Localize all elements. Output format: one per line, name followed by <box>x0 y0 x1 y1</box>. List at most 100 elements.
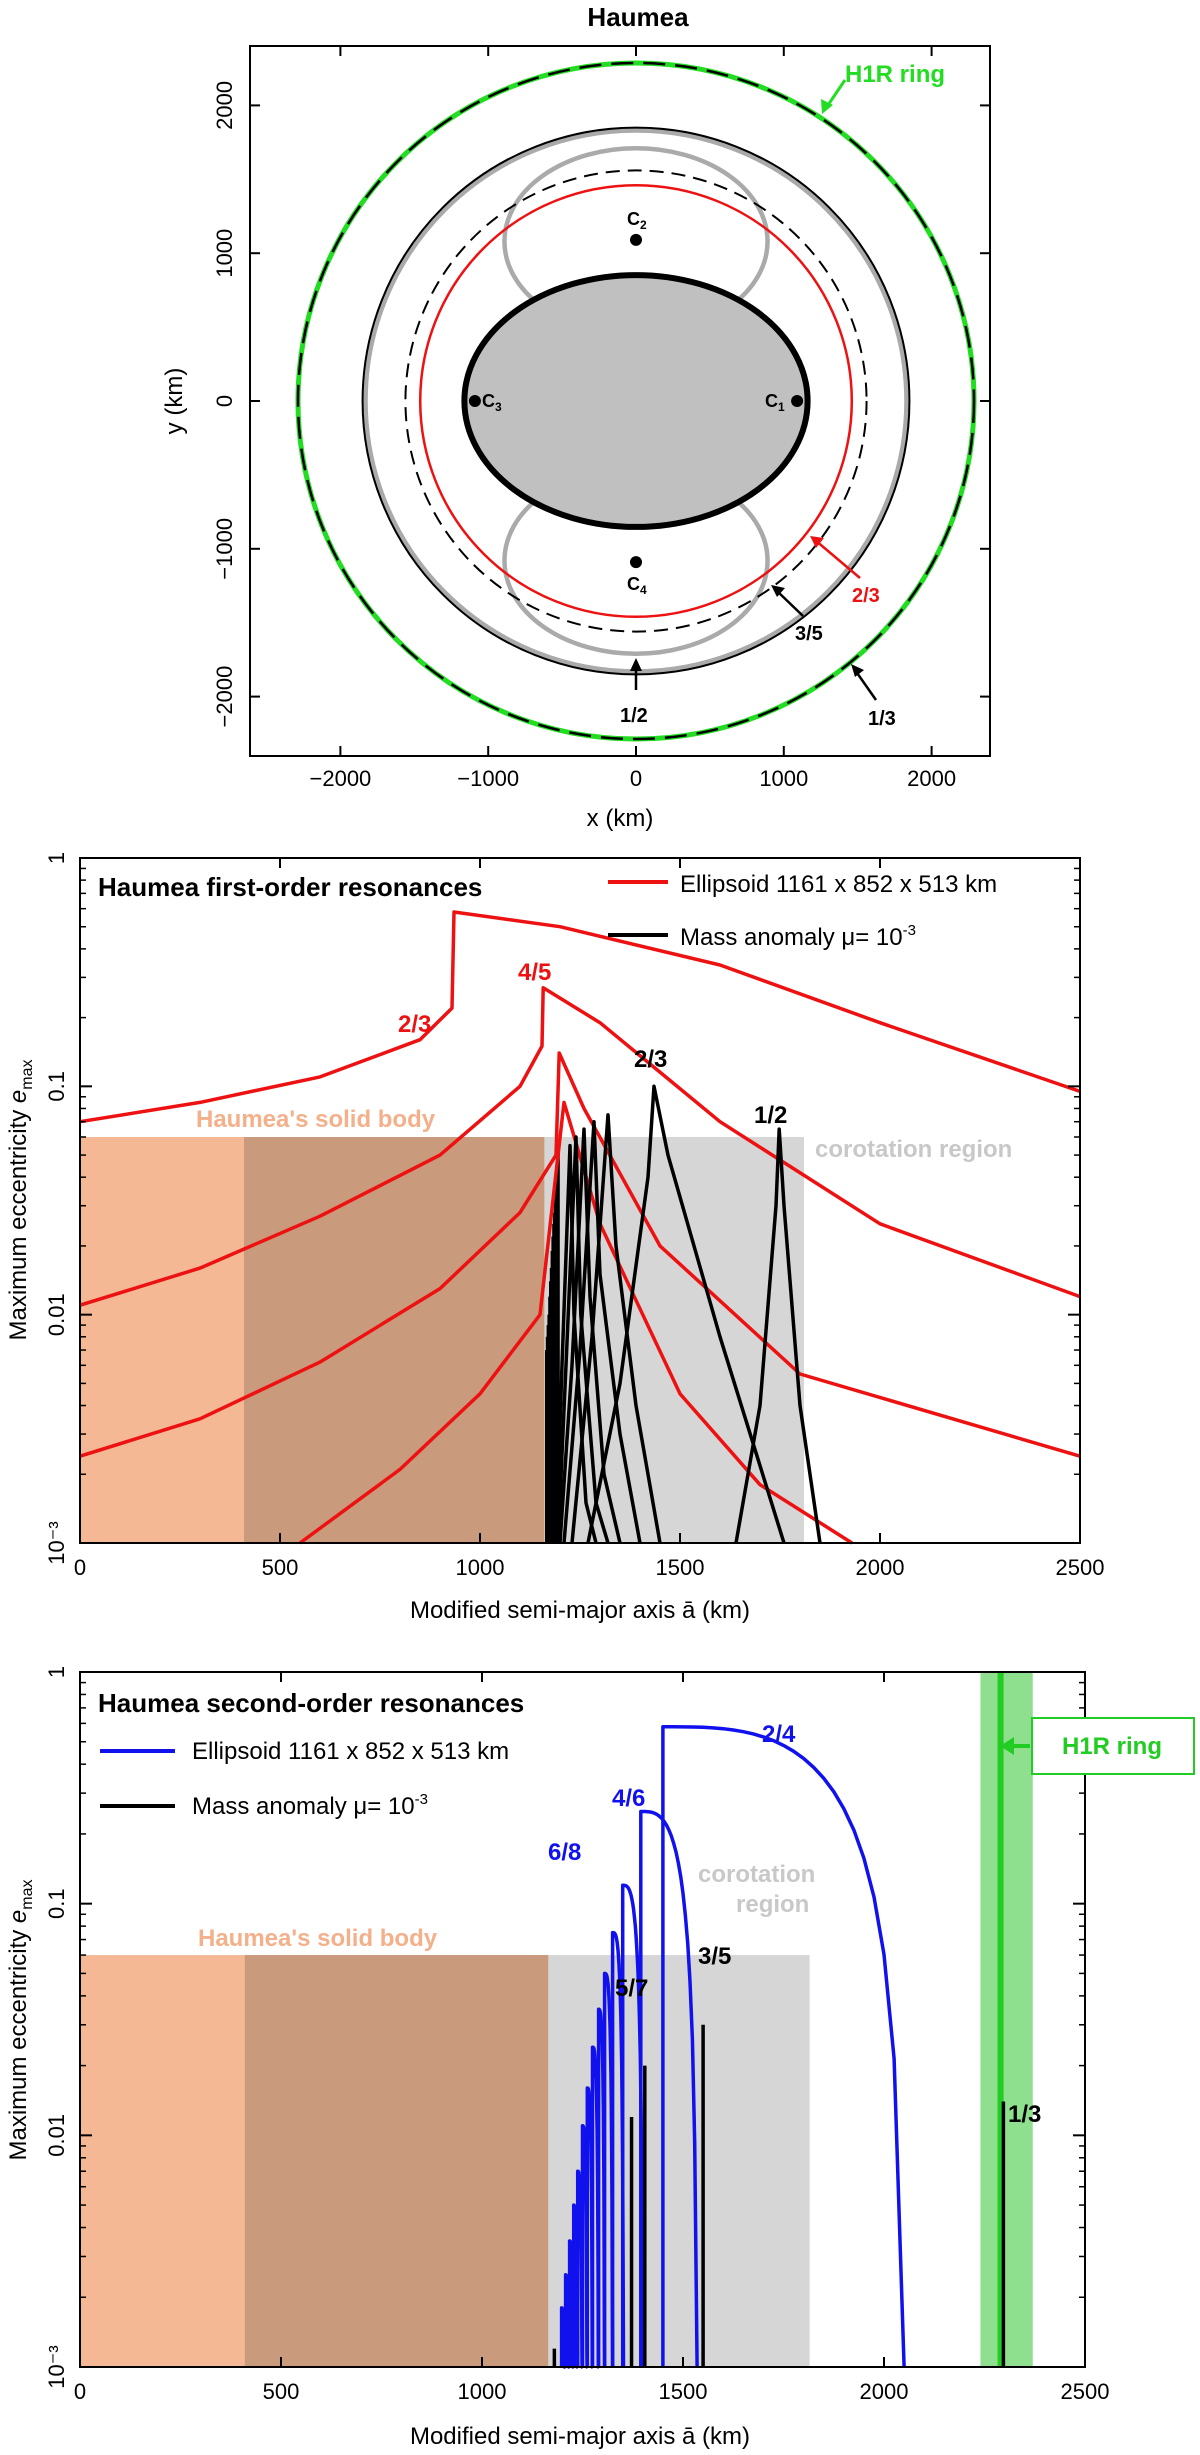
legend3-black-label: Mass anomaly μ= 10-3 <box>192 1791 428 1820</box>
equilibrium-point-c3 <box>468 395 481 407</box>
ring-label: H1R ring <box>845 61 945 88</box>
c1-label: C1 <box>765 391 785 414</box>
y-tick-label: −2000 <box>212 666 237 728</box>
panel-top-diagram: Haumea −2000 −2000 −1000 −1000 0 0 1000 1000 200… <box>161 2 991 832</box>
panel2-title: Haumea first-order resonances <box>98 872 482 902</box>
ellipsoid-resonance-curve <box>563 2273 572 2369</box>
label-e45: 4/5 <box>518 959 551 986</box>
mass-anomaly-curve <box>554 1143 598 1544</box>
x-tick-label: 1500 <box>656 1555 705 1580</box>
x-tick-label: 2000 <box>856 1555 905 1580</box>
r23-arrow <box>814 539 861 579</box>
r13-label: 1/3 <box>868 708 896 730</box>
c4-label: C4 <box>627 574 647 597</box>
ring-arrowhead <box>821 99 833 114</box>
c2-label: C2 <box>627 209 647 232</box>
ellipsoid-curve <box>79 910 1081 1124</box>
mass-anomaly-curve <box>734 1127 822 1544</box>
panel3-title: Haumea second-order resonances <box>98 1688 524 1718</box>
legend3-blue-label: Ellipsoid 1161 x 852 x 513 km <box>192 1738 509 1765</box>
haumea-ellipsoid <box>461 272 811 530</box>
label-m57: 5/7 <box>615 1975 648 2002</box>
panel1-xlabel: x (km) <box>587 805 654 832</box>
ring-label-3: H1R ring <box>1062 1733 1162 1760</box>
r13-arrowhead <box>851 664 864 677</box>
ellipsoid-curve <box>298 1100 853 1545</box>
r13-arrow <box>853 669 878 701</box>
solid-body-dark-region <box>244 1136 545 1543</box>
panel3-frame <box>79 1671 1086 2368</box>
label-m23: 2/3 <box>634 1046 667 1073</box>
ellipsoid-resonance-curve <box>661 1725 906 2368</box>
x-tick-label: 0 <box>74 1555 86 1580</box>
label-m35: 3/5 <box>698 1943 731 1970</box>
panel-second-order: 0 500 1000 1500 2000 2500 10⁻³ 0.01 0.1 1 Haumea … <box>5 1666 1195 2450</box>
mass-anomaly-curve <box>558 1127 622 1544</box>
x-tick-label: −2000 <box>310 766 372 791</box>
y-tick-label: 0.01 <box>44 1293 69 1336</box>
x-tick-label: 2500 <box>1061 2379 1110 2404</box>
y-tick-label: 0 <box>212 395 237 407</box>
panel3-ylabel: Maximum eccentricity emax <box>5 1880 36 2161</box>
y-tick-label: 0.1 <box>44 1071 69 1102</box>
equilibrium-point-c4 <box>630 556 642 569</box>
x-tick-label: 2500 <box>1056 1555 1105 1580</box>
x-tick-label: 500 <box>263 2379 300 2404</box>
mass-anomaly-curve <box>570 1113 662 1544</box>
panel1-title: Haumea <box>587 2 689 32</box>
ring-band <box>980 1672 1033 2367</box>
x-tick-label: 1000 <box>759 766 808 791</box>
ellipsoid-resonance-curve <box>585 2086 595 2369</box>
ellipsoid-curve <box>79 986 1081 1307</box>
y-tick-label: 0.1 <box>44 1888 69 1919</box>
r35-arrowhead <box>771 585 785 597</box>
panel2-ylabel: Maximum eccentricity emax <box>5 1060 36 1341</box>
r23-arrowhead <box>810 536 824 548</box>
x-tick-label: 1000 <box>456 1555 505 1580</box>
ellipsoid-resonance-curve <box>590 2045 601 2369</box>
r35-label: 3/5 <box>795 623 823 645</box>
solid-body-dark-region <box>244 1955 549 2367</box>
x-tick-label: 1000 <box>458 2379 507 2404</box>
ellipsoid-resonance-curve <box>620 1883 645 2368</box>
label-e23: 2/3 <box>398 1011 431 1038</box>
equilibrium-point-c2 <box>630 233 642 246</box>
y-tick-label: 10⁻³ <box>44 2345 69 2388</box>
x-tick-label: 1500 <box>659 2379 708 2404</box>
y-tick-label: −1000 <box>212 518 237 580</box>
ring-arrowhead-3 <box>1000 1737 1014 1755</box>
x-tick-label: 2000 <box>907 766 956 791</box>
ellipsoid-resonance-curve <box>567 2239 576 2369</box>
y-tick-label: 1 <box>44 1666 69 1678</box>
x-tick-label: 0 <box>74 2379 86 2404</box>
legend2-red-label: Ellipsoid 1161 x 852 x 513 km <box>680 871 997 898</box>
solid-body-label-2: Haumea's solid body <box>196 1106 436 1133</box>
solid-body-label-3: Haumea's solid body <box>198 1925 438 1952</box>
c3-label: C3 <box>482 391 502 414</box>
legend2-black-label: Mass anomaly μ= 10-3 <box>680 922 916 951</box>
x-tick-label: 2000 <box>860 2379 909 2404</box>
ellipsoid-resonance-curve <box>610 1930 626 2368</box>
panel1-ylabel: y (km) <box>161 368 188 435</box>
circle-2-3 <box>418 183 854 619</box>
y-tick-label: 1000 <box>212 229 237 278</box>
r23-label: 2/3 <box>852 585 880 607</box>
corotation-label-3b: region <box>736 1891 809 1918</box>
corotation-label-2: corotation region <box>815 1136 1012 1163</box>
corotation-label-3a: corotation <box>698 1861 815 1888</box>
mass-anomaly-curve <box>586 1084 786 1544</box>
r12-label: 1/2 <box>620 705 648 727</box>
ellipsoid-resonance-curve <box>596 2007 607 2368</box>
panel2-frame <box>79 857 1081 1544</box>
equilibrium-point-c1 <box>791 395 804 407</box>
ellipsoid-resonance-curve <box>602 1971 615 2368</box>
ellipsoid-resonance-curve <box>575 2169 585 2369</box>
label-b46: 4/6 <box>612 1785 645 1812</box>
y-tick-label: 1 <box>44 852 69 864</box>
panel3-xlabel: Modified semi-major axis ā (km) <box>410 2423 750 2450</box>
label-b24: 2/4 <box>762 1721 796 1748</box>
r12-arrowhead <box>630 658 642 671</box>
h1r-ring-dashes <box>296 61 976 741</box>
ring-label-box <box>1031 1717 1195 1775</box>
